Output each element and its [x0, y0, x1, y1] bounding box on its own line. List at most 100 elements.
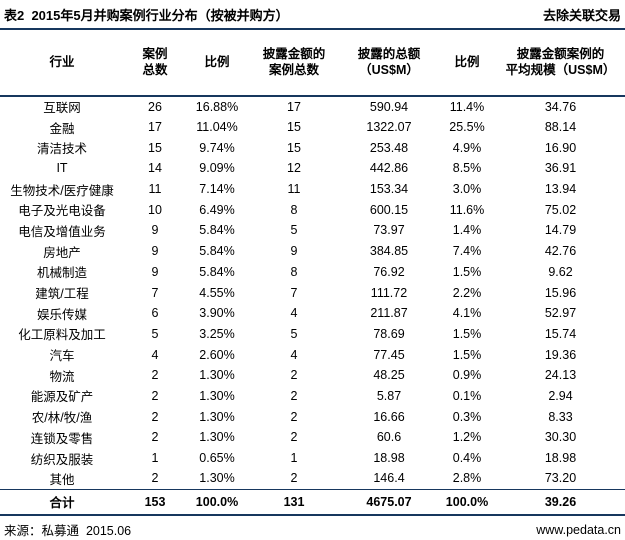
- cell-amount-ratio: 2.2%: [452, 285, 482, 300]
- cell-case-ratio: 0.65%: [199, 451, 235, 466]
- cell-industry: 其他: [49, 472, 75, 487]
- table-title: 表2 2015年5月并购案例行业分布（按被并购方）: [4, 8, 289, 23]
- cell-industry: 能源及矿产: [30, 390, 94, 405]
- col-header-average-size: 披露金额案例的 平均规模（US$M）: [496, 30, 625, 97]
- table-row: 其他 2 1.30% 2 146.4 2.8% 73.20: [0, 468, 625, 489]
- cell-amount-ratio: 8.5%: [452, 161, 482, 176]
- cell-average-size: 75.02: [544, 202, 577, 217]
- cell-disclosed-cases: 4: [290, 347, 298, 362]
- cell-total-cases: 14: [148, 161, 162, 176]
- cell-case-ratio: 16.88%: [195, 99, 239, 114]
- cell-industry: 清洁技术: [36, 142, 87, 157]
- cell-amount-ratio: 1.2%: [452, 430, 482, 445]
- cell-disclosed-cases: 4: [290, 306, 298, 321]
- cell-disclosed-cases: 2: [290, 430, 298, 445]
- cell-industry: 连锁及零售: [30, 431, 94, 446]
- table-row: 农/林/牧/渔 2 1.30% 2 16.66 0.3% 8.33: [0, 406, 625, 427]
- table-body: 互联网 26 16.88% 17 590.94 11.4% 34.76 金融 17 11.04% 1…: [0, 96, 625, 489]
- cell-industry: 娱乐传媒: [36, 307, 87, 322]
- cell-case-ratio: 5.84%: [199, 223, 235, 238]
- cell-case-ratio: 7.14%: [199, 182, 235, 197]
- cell-amount-ratio: 0.3%: [452, 409, 482, 424]
- cell-industry: 房地产: [43, 245, 81, 260]
- cell-total-cases: 2: [151, 409, 159, 424]
- cell-industry: 金融: [49, 121, 75, 136]
- cell-case-ratio: 2.60%: [199, 347, 235, 362]
- industry-distribution-table: 行业 案例 总数 比例 披露金额的 案例总数 披露的总额 （US$M） 比例 披…: [0, 30, 625, 517]
- cell-amount-ratio: 4.9%: [452, 140, 482, 155]
- cell-disclosed-amount: 442.86: [369, 161, 409, 176]
- total-cell-industry: 合计: [0, 488, 124, 517]
- cell-industry: 互联网: [43, 101, 81, 116]
- total-cell-amount-ratio: 100.0%: [438, 488, 496, 517]
- cell-amount-ratio: 1.5%: [452, 326, 482, 341]
- cell-average-size: 15.74: [544, 326, 577, 341]
- cell-average-size: 18.98: [544, 451, 577, 466]
- table-row: 电子及光电设备 10 6.49% 8 600.15 11.6% 75.02: [0, 199, 625, 220]
- table-row: 汽车 4 2.60% 4 77.45 1.5% 19.36: [0, 344, 625, 365]
- cell-amount-ratio: 1.5%: [452, 264, 482, 279]
- cell-disclosed-cases: 2: [290, 409, 298, 424]
- cell-disclosed-amount: 253.48: [369, 140, 409, 155]
- cell-total-cases: 7: [151, 285, 159, 300]
- table-row: 物流 2 1.30% 2 48.25 0.9% 24.13: [0, 365, 625, 386]
- cell-disclosed-amount: 76.92: [373, 264, 405, 279]
- cell-average-size: 16.90: [544, 140, 577, 155]
- cell-case-ratio: 11.04%: [196, 120, 238, 135]
- table-row: 金融 17 11.04% 15 1322.07 25.5% 88.14: [0, 117, 625, 138]
- cell-total-cases: 17: [148, 120, 162, 135]
- cell-case-ratio: 1.30%: [199, 471, 235, 486]
- cell-industry: 电子及光电设备: [18, 204, 106, 219]
- table-row: 电信及增值业务 9 5.84% 5 73.97 1.4% 14.79: [0, 220, 625, 241]
- col-header-industry: 行业: [0, 30, 124, 97]
- cell-average-size: 36.91: [544, 161, 577, 176]
- cell-industry: 纺织及服装: [30, 452, 94, 467]
- cell-disclosed-amount: 146.4: [373, 471, 405, 486]
- cell-total-cases: 10: [148, 202, 162, 217]
- cell-average-size: 34.76: [544, 99, 577, 114]
- cell-case-ratio: 3.25%: [199, 326, 235, 341]
- cell-case-ratio: 5.84%: [199, 264, 235, 279]
- cell-disclosed-amount: 5.87: [376, 388, 402, 403]
- col-header-total-cases: 案例 总数: [124, 30, 186, 97]
- website-text: www.pedata.cn: [536, 522, 621, 537]
- cell-disclosed-amount: 600.15: [369, 202, 409, 217]
- cell-total-cases: 15: [148, 140, 162, 155]
- total-cell-case-ratio: 100.0%: [186, 488, 248, 517]
- cell-amount-ratio: 0.4%: [452, 451, 482, 466]
- cell-amount-ratio: 2.8%: [452, 471, 482, 486]
- cell-average-size: 19.36: [544, 347, 577, 362]
- cell-amount-ratio: 11.4%: [449, 99, 485, 114]
- table-row: 房地产 9 5.84% 9 384.85 7.4% 42.76: [0, 241, 625, 262]
- cell-average-size: 52.97: [544, 306, 577, 321]
- table-row: 清洁技术 15 9.74% 15 253.48 4.9% 16.90: [0, 137, 625, 158]
- header-note: 去除关联交易: [542, 8, 621, 23]
- cell-total-cases: 2: [151, 388, 159, 403]
- total-cell-disclosed-cases: 131: [248, 488, 340, 517]
- cell-average-size: 15.96: [544, 285, 577, 300]
- cell-total-cases: 4: [151, 347, 159, 362]
- table-row: 能源及矿产 2 1.30% 2 5.87 0.1% 2.94: [0, 386, 625, 407]
- cell-amount-ratio: 7.4%: [452, 244, 482, 259]
- col-header-disclosed-amount: 披露的总额 （US$M）: [340, 30, 438, 97]
- cell-disclosed-amount: 18.98: [373, 451, 405, 466]
- cell-case-ratio: 4.55%: [199, 285, 235, 300]
- cell-disclosed-amount: 16.66: [373, 409, 405, 424]
- cell-disclosed-amount: 78.69: [373, 326, 405, 341]
- cell-case-ratio: 1.30%: [199, 409, 235, 424]
- cell-disclosed-cases: 17: [287, 99, 301, 114]
- cell-case-ratio: 5.84%: [199, 244, 235, 259]
- table-row: 互联网 26 16.88% 17 590.94 11.4% 34.76: [0, 96, 625, 117]
- cell-case-ratio: 3.90%: [199, 306, 235, 321]
- cell-average-size: 8.33: [548, 409, 573, 424]
- cell-disclosed-cases: 5: [290, 223, 298, 238]
- cell-disclosed-cases: 2: [290, 368, 298, 383]
- cell-disclosed-amount: 60.6: [376, 430, 402, 445]
- cell-disclosed-amount: 153.34: [369, 182, 409, 197]
- cell-case-ratio: 1.30%: [199, 430, 235, 445]
- cell-industry: 农/林/牧/渔: [31, 411, 93, 426]
- cell-disclosed-cases: 15: [287, 120, 301, 135]
- cell-amount-ratio: 1.5%: [452, 347, 482, 362]
- table-row: 纺织及服装 1 0.65% 1 18.98 0.4% 18.98: [0, 448, 625, 469]
- cell-industry: 建筑/工程: [35, 287, 89, 302]
